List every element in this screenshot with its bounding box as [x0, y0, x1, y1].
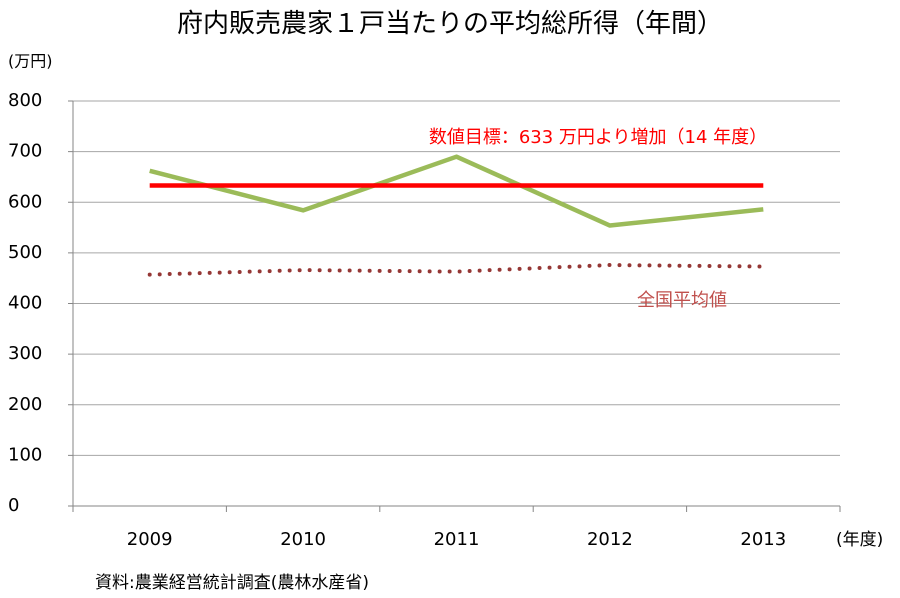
x-tick-label: 2009 [127, 529, 173, 550]
y-tick-label: 500 [8, 242, 42, 263]
y-tick-label: 300 [8, 343, 42, 364]
chart-title: 府内販売農家１戸当たりの平均総所得（年間） [177, 9, 723, 39]
x-tick-label: 2010 [280, 529, 326, 550]
y-tick-label: 100 [8, 444, 42, 465]
y-tick-label: 600 [8, 191, 42, 212]
x-tick-label: 2011 [434, 529, 480, 550]
series-label: 数値目標：633 万円より増加（14 年度） [429, 127, 767, 148]
y-tick-label: 0 [8, 495, 19, 516]
source-note: 資料:農業経営統計調査(農林水産省) [95, 573, 369, 593]
y-tick-label: 700 [8, 141, 42, 162]
line-series [149, 154, 764, 228]
line-series [147, 263, 766, 277]
y-tick-label: 400 [8, 293, 42, 314]
x-tick-label: 2012 [587, 529, 633, 550]
series-label: 全国平均値 [637, 290, 727, 311]
y-tick-label: 200 [8, 394, 42, 415]
y-tick-label: 800 [8, 90, 42, 111]
x-tick-label: 2013 [740, 529, 786, 550]
x-axis-label: (年度) [836, 530, 883, 550]
y-axis-label: (万円) [8, 52, 53, 71]
